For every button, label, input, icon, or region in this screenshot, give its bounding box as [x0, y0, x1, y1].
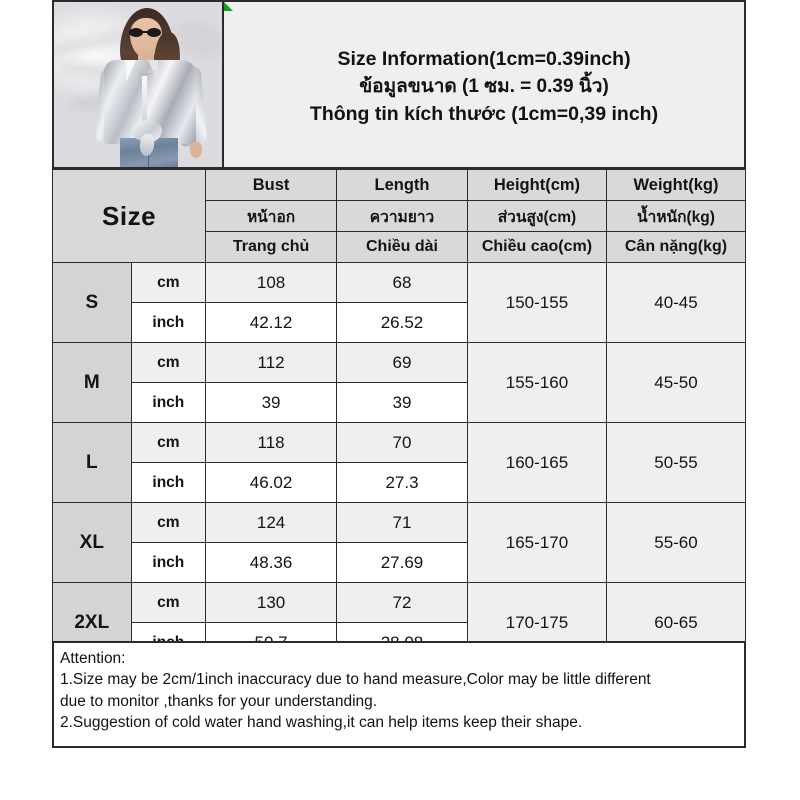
table-header-row-th: หน้าอก ความยาว ส่วนสูง(cm) น้ำหนัก(kg) [53, 200, 747, 232]
unit-cell-inch: inch [130, 462, 207, 503]
bust-cm-cell: 130 [205, 582, 338, 623]
bust-inch-cell: 42.12 [205, 302, 338, 343]
weight-cell: 45-50 [605, 342, 747, 423]
length-cm-cell: 70 [336, 422, 468, 463]
weight-cell: 50-55 [605, 422, 747, 503]
model-figure [54, 2, 222, 167]
col-header-bust-vi: Trang chủ [205, 231, 338, 263]
unit-cell-cm: cm [130, 422, 207, 463]
bust-cm-cell: 112 [205, 342, 338, 383]
sunglass-lens-right [147, 28, 161, 37]
attention-line-1: 1.Size may be 2cm/1inch inaccuracy due t… [60, 671, 651, 689]
title-panel: Size Information(1cm=0.39inch) ข้อมูลขนา… [223, 0, 746, 169]
top-strip: Size Information(1cm=0.39inch) ข้อมูลขนา… [52, 0, 746, 169]
length-cm-cell: 68 [336, 262, 468, 303]
title-thai: ข้อมูลขนาด (1 ซม. = 0.39 นิ้ว) [359, 76, 609, 98]
size-table: Size Bust Length Height(cm) Weight(kg) ห… [51, 169, 747, 663]
weight-cell: 55-60 [605, 502, 747, 583]
sunglass-bridge [142, 31, 149, 33]
height-cell: 150-155 [466, 262, 607, 343]
bust-inch-cell: 39 [205, 382, 338, 423]
attention-heading: Attention: [60, 650, 126, 667]
length-cm-cell: 72 [336, 582, 468, 623]
shirt-placket [142, 76, 147, 128]
length-inch-cell: 27.3 [336, 462, 468, 503]
col-header-length-en: Length [336, 169, 468, 201]
col-header-height-th: ส่วนสูง(cm) [466, 200, 607, 232]
size-cell: M [52, 342, 132, 423]
length-inch-cell: 26.52 [336, 302, 468, 343]
title-vietnamese: Thông tin kích thước (1cm=0,39 inch) [309, 102, 659, 125]
bust-cm-cell: 124 [205, 502, 338, 543]
bust-inch-cell: 48.36 [205, 542, 338, 583]
shirt-collar-left [126, 60, 136, 82]
bust-inch-cell: 46.02 [205, 462, 338, 503]
col-header-bust-th: หน้าอก [205, 200, 338, 232]
table-row: L cm 118 70 160-165 50-55 [52, 422, 747, 503]
unit-cell-cm: cm [130, 262, 207, 303]
table-header-row-en: Size Bust Length Height(cm) Weight(kg) [51, 169, 747, 263]
attention-box: Attention: 1.Size may be 2cm/1inch inacc… [52, 641, 746, 748]
col-header-weight-vi: Cân nặng(kg) [605, 231, 747, 263]
sunglass-lens-left [129, 28, 143, 37]
table-row: inch 48.36 27.69 [53, 542, 746, 583]
bust-cm-cell: 118 [205, 422, 338, 463]
hand [190, 142, 202, 158]
col-header-weight-th: น้ำหนัก(kg) [605, 200, 747, 232]
size-column-title: Size [51, 169, 207, 263]
size-chart-canvas: Size Information(1cm=0.39inch) ข้อมูลขนา… [51, 0, 747, 748]
length-inch-cell: 39 [336, 382, 468, 423]
table-row: inch 42.12 26.52 [53, 302, 746, 343]
size-cell: L [52, 422, 132, 503]
title-english: Size Information(1cm=0.39inch) [337, 48, 631, 71]
unit-cell-cm: cm [130, 502, 207, 543]
length-inch-cell: 27.69 [336, 542, 468, 583]
bust-cm-cell: 108 [205, 262, 338, 303]
unit-cell-inch: inch [130, 302, 207, 343]
height-cell: 155-160 [466, 342, 607, 423]
table-row: XL cm 124 71 165-170 55-60 [52, 502, 747, 583]
green-corner-marker [224, 2, 233, 11]
unit-cell-cm: cm [130, 582, 207, 623]
col-header-length-th: ความยาว [336, 200, 468, 232]
unit-cell-cm: cm [130, 342, 207, 383]
product-photo [52, 0, 223, 169]
table-row: 2XL cm 130 72 170-175 60-65 [52, 582, 747, 663]
col-header-length-vi: Chiều dài [336, 231, 468, 263]
sunglasses-icon [129, 28, 163, 37]
table-row: inch 46.02 27.3 [53, 462, 746, 503]
length-cm-cell: 71 [336, 502, 468, 543]
photo-background [54, 2, 222, 167]
col-header-height-en: Height(cm) [466, 169, 607, 201]
attention-line-2: due to monitor ,thanks for your understa… [60, 692, 378, 710]
size-cell: S [52, 262, 132, 343]
unit-cell-inch: inch [130, 382, 207, 423]
col-header-weight-en: Weight(kg) [605, 169, 747, 201]
col-header-bust-en: Bust [205, 169, 338, 201]
table-row: M cm 112 69 155-160 45-50 [52, 342, 747, 423]
necklace [137, 64, 155, 75]
height-cell: 165-170 [466, 502, 607, 583]
weight-cell: 40-45 [605, 262, 747, 343]
col-header-height-vi: Chiều cao(cm) [466, 231, 607, 263]
size-cell: XL [52, 502, 132, 583]
unit-cell-inch: inch [130, 542, 207, 583]
length-cm-cell: 69 [336, 342, 468, 383]
attention-line-3: 2.Suggestion of cold water hand washing,… [60, 714, 583, 732]
table-row: S cm 108 68 150-155 40-45 [52, 262, 747, 343]
shirt-tie-knot [132, 120, 162, 142]
height-cell: 160-165 [466, 422, 607, 503]
